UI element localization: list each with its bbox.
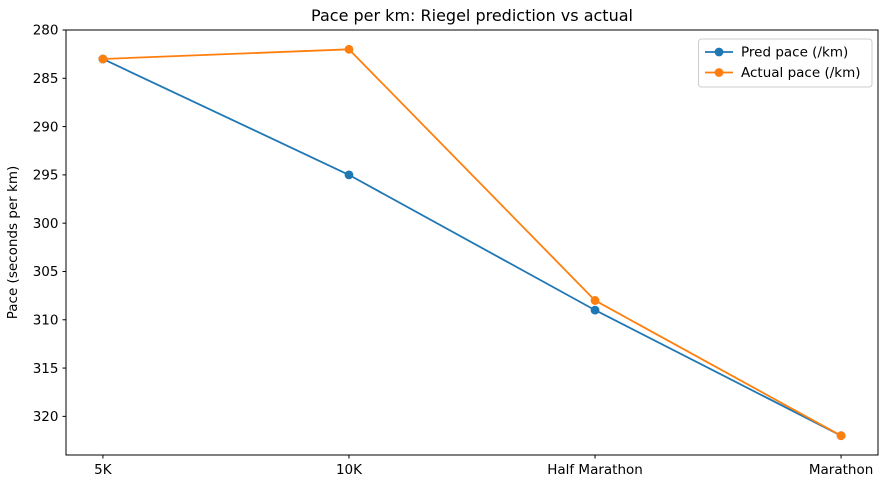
- y-tick-label: 285: [33, 71, 59, 87]
- marker-actual-pace-km-half-marathon: [590, 296, 600, 305]
- marker-actual-pace-km-5k: [98, 54, 108, 64]
- y-tick-label: 310: [33, 312, 59, 328]
- y-tick-label: 300: [33, 216, 59, 232]
- y-tick-label: 290: [33, 119, 59, 135]
- legend-label-actual-pace-km: Actual pace (/km): [741, 65, 861, 81]
- y-tick-label: 320: [33, 409, 59, 425]
- marker-pred-pace-km-10k: [344, 170, 354, 180]
- x-tick-label-marathon: Marathon: [809, 462, 873, 478]
- x-tick-label-5k: 5K: [94, 462, 113, 478]
- legend-label-pred-pace-km: Pred pace (/km): [741, 45, 848, 61]
- y-tick-label: 305: [33, 264, 59, 280]
- marker-actual-pace-km-marathon: [836, 431, 846, 441]
- legend-box: [698, 38, 873, 88]
- chart-title: Pace per km: Riegel prediction vs actual: [311, 6, 633, 25]
- y-tick-label: 280: [33, 23, 59, 39]
- legend-marker-pred-pace-km: [714, 47, 724, 57]
- series-line-actual-pace-km: [102, 48, 842, 437]
- y-tick-label: 315: [33, 361, 59, 377]
- legend: Pred pace (/km) Actual pace (/km): [698, 38, 873, 88]
- x-tick-label-10k: 10K: [336, 462, 363, 478]
- y-tick-label: 295: [33, 168, 59, 184]
- marker-pred-pace-km-half-marathon: [590, 305, 600, 315]
- series-line-pred-pace-km: [102, 58, 842, 437]
- marker-actual-pace-km-10k: [344, 44, 354, 54]
- y-axis-label: Pace (seconds per km): [5, 166, 21, 320]
- legend-marker-actual-pace-km: [714, 68, 724, 77]
- plot-area: [65, 29, 879, 456]
- x-tick-label-half-marathon: Half Marathon: [547, 462, 643, 478]
